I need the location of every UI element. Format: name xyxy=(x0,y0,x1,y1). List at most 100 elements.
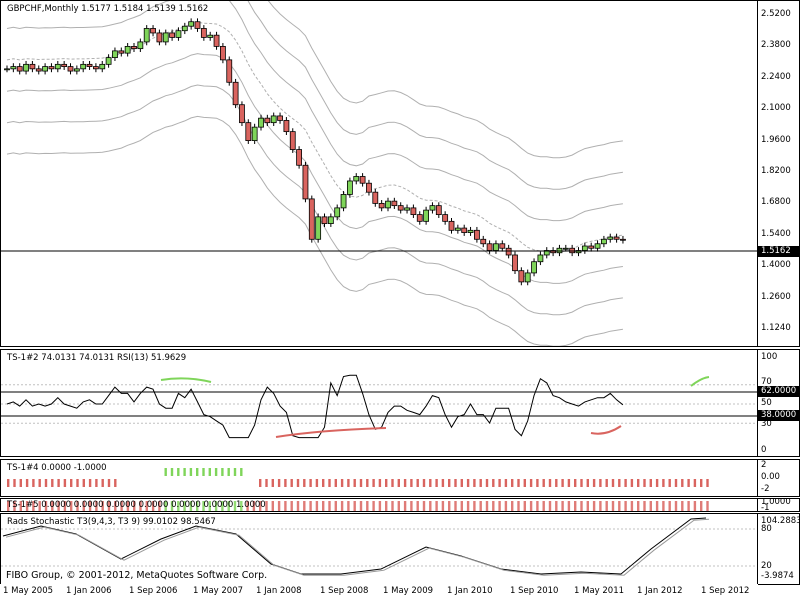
ts5-bar xyxy=(624,501,627,511)
ts5-bar xyxy=(114,501,117,511)
ts4-bar xyxy=(448,479,451,487)
candle-body xyxy=(486,243,493,251)
candle-body xyxy=(200,28,207,38)
stochastic-pane[interactable]: Rads Stochastic T3(9,4,3, T3 9) 99.0102 … xyxy=(0,513,800,585)
ts4-histogram[interactable] xyxy=(1,460,759,497)
candle-body xyxy=(505,247,512,256)
candle-body xyxy=(251,126,258,142)
rsi-line xyxy=(6,374,624,439)
ts5-bar xyxy=(38,501,41,511)
ts4-bar xyxy=(687,479,690,487)
ts5-bar xyxy=(649,501,652,511)
ts5-histogram[interactable] xyxy=(1,499,759,512)
ts5-bar xyxy=(592,501,596,511)
price-tick: 1.6800 xyxy=(761,197,791,208)
ts5-bar xyxy=(170,501,174,511)
ts4-bar xyxy=(82,479,85,487)
ts4-bar xyxy=(498,479,501,487)
ts5-bar xyxy=(555,501,558,511)
time-axis[interactable]: 1 May 2005 1 Jan 2006 1 Sep 2006 1 May 2007… xyxy=(0,584,758,600)
ts5-bar xyxy=(448,501,451,511)
stoch-tick-80: 80 xyxy=(761,524,772,534)
candle-body xyxy=(594,243,601,249)
candle-body xyxy=(410,207,417,216)
ts5-bar xyxy=(202,501,205,511)
ts4-bar xyxy=(196,468,199,476)
ts5-bar xyxy=(208,501,211,511)
candle-body xyxy=(480,238,487,245)
candle-body xyxy=(23,63,29,72)
ts5-bar xyxy=(196,501,199,511)
ts4-bar xyxy=(681,479,684,487)
candle-body xyxy=(181,25,188,32)
ts4-tick-2: 2 xyxy=(761,460,767,470)
ts5-bar xyxy=(681,501,684,511)
ts5-bar xyxy=(277,501,281,511)
candle-body xyxy=(105,57,112,65)
ts5-bar xyxy=(668,501,671,511)
candle-body xyxy=(581,245,588,251)
ts4-bar xyxy=(403,479,407,487)
ts4-bar xyxy=(542,479,545,487)
rsi-signal-down xyxy=(590,425,622,435)
price-tick: 1.2600 xyxy=(761,291,791,302)
candle-body xyxy=(226,59,233,83)
rsi-pane[interactable]: TS-1#2 74.0131 74.0131 RSI(13) 51.9629 1… xyxy=(0,349,800,457)
ts5-bar xyxy=(57,501,60,511)
envelope-band-line xyxy=(6,21,623,253)
ts4-bar xyxy=(88,479,92,487)
ts4-bar xyxy=(202,468,205,476)
ts4-bar xyxy=(164,468,167,476)
ts4-bar xyxy=(328,479,331,487)
ts5-bar xyxy=(233,501,237,511)
stochastic-main-line xyxy=(2,517,707,575)
ts4-bar xyxy=(51,479,54,487)
ts5-bar xyxy=(391,501,394,511)
ts5-bar xyxy=(183,501,186,511)
time-label: 1 Jan 2012 xyxy=(637,586,683,596)
ts5-bar xyxy=(309,501,312,511)
ts5-bar xyxy=(315,501,319,511)
stochastic-chart[interactable] xyxy=(1,514,759,585)
ts5-bar xyxy=(498,501,501,511)
candle-body xyxy=(67,66,74,72)
ts4-bar xyxy=(567,479,571,487)
ts5-bar xyxy=(397,501,400,511)
ts4-pane[interactable]: TS-1#4 0.0000 -1.0000 2 0.00 -2 xyxy=(0,459,800,497)
price-chart-pane[interactable]: GBPCHF,Monthly 1.5177 1.5184 1.5139 1.51… xyxy=(0,0,800,347)
ts4-bar xyxy=(44,479,48,487)
price-axis[interactable]: 2.5200 2.3800 2.2400 2.1000 1.9600 1.8200 1.68… xyxy=(757,1,799,346)
ts5-bar xyxy=(107,501,111,511)
candle-body xyxy=(118,50,125,54)
candle-body xyxy=(48,66,55,70)
candle-body xyxy=(277,115,283,121)
candle-body xyxy=(239,104,245,124)
ts4-bar xyxy=(189,468,193,476)
rsi-tick-100: 100 xyxy=(761,352,778,362)
candle-body xyxy=(512,254,518,272)
candle-body xyxy=(334,207,341,218)
ts5-bar xyxy=(511,501,514,511)
ts4-bar xyxy=(693,479,697,487)
ts4-bar xyxy=(391,479,394,487)
price-chart[interactable] xyxy=(1,1,759,347)
ts4-bar xyxy=(57,479,60,487)
rsi-chart[interactable] xyxy=(1,350,759,457)
ts4-bar xyxy=(322,479,325,487)
ts5-pane[interactable]: TS-1#5 0.0000 0.0000 0.0000 0.0000 0.000… xyxy=(0,498,800,512)
candle-body xyxy=(404,207,410,211)
ts5-bar xyxy=(214,501,218,511)
candle-body xyxy=(321,216,328,224)
rsi-tick-50: 50 xyxy=(761,398,772,408)
candle-body xyxy=(258,117,264,128)
candle-body xyxy=(124,46,131,54)
ts5-tick-1: 1.0000 xyxy=(761,498,791,507)
stoch-tick-20: 20 xyxy=(761,561,772,571)
candle-body xyxy=(308,198,315,240)
ts4-bar xyxy=(517,479,520,487)
ts5-bar xyxy=(378,501,382,511)
ts5-bar xyxy=(76,501,79,511)
ts4-bar xyxy=(460,479,463,487)
ts4-bar xyxy=(416,479,419,487)
ts5-bar xyxy=(574,501,577,511)
